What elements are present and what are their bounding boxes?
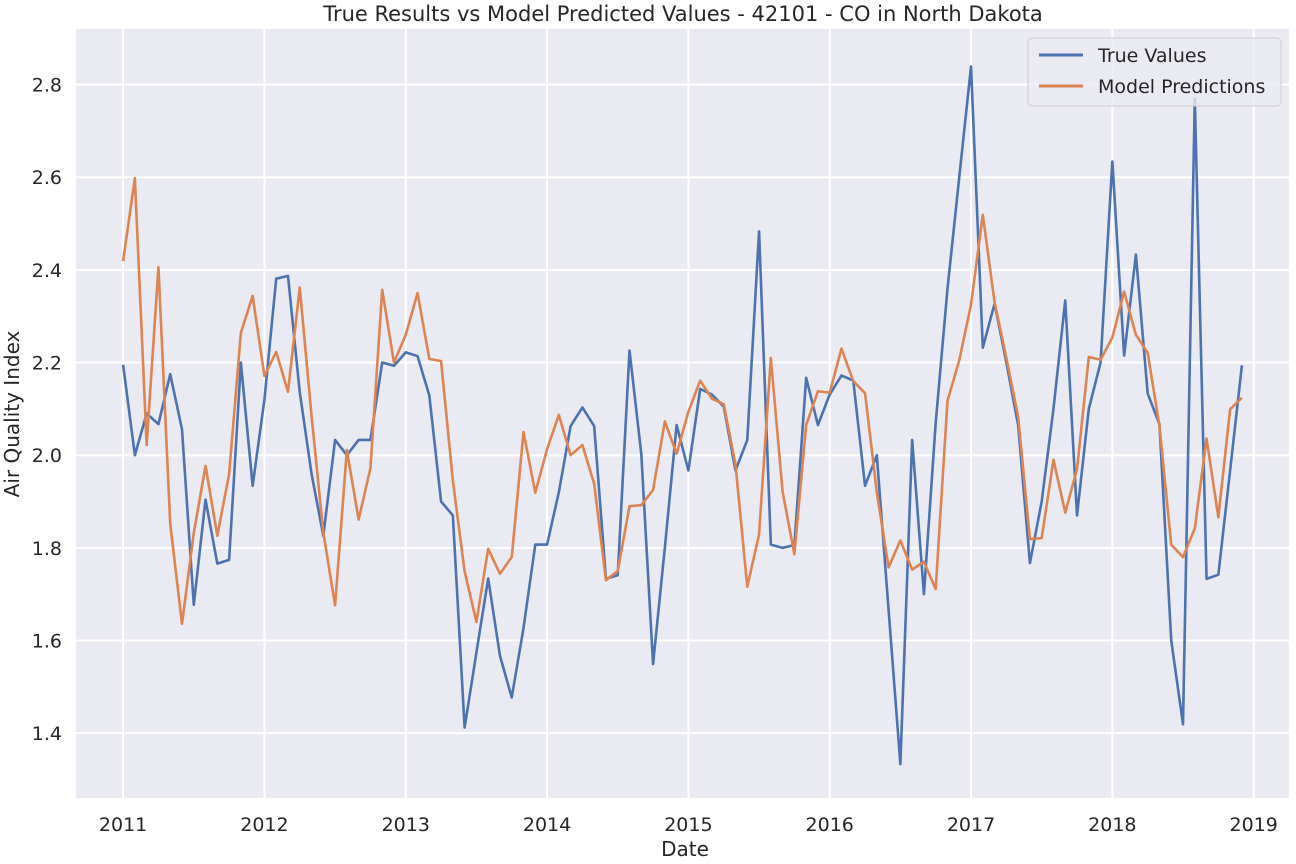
- legend: True Values Model Predictions: [1027, 37, 1282, 107]
- y-tick-label: 1.8: [32, 538, 62, 560]
- series-lines: [121, 65, 1244, 766]
- x-tick-label: 2017: [947, 814, 995, 836]
- x-tick-label: 2014: [523, 814, 571, 836]
- legend-label-pred: Model Predictions: [1098, 76, 1265, 98]
- x-tick-label: 2018: [1088, 814, 1136, 836]
- legend-label-true: True Values: [1097, 45, 1206, 67]
- x-tick-labels: 2011 2012 2013 2014 2015 2016 2017 2018 2019: [99, 814, 1278, 836]
- y-tick-label: 2.6: [32, 167, 62, 189]
- y-tick-label: 2.2: [32, 353, 62, 375]
- model-predictions-line: [121, 176, 1243, 626]
- y-tick-label: 2.0: [32, 445, 62, 467]
- x-axis-label: Date: [661, 837, 709, 861]
- x-tick-label: 2012: [240, 814, 288, 836]
- x-tick-label: 2011: [99, 814, 147, 836]
- y-axis-label: Air Quality Index: [0, 330, 24, 497]
- y-tick-label: 1.6: [32, 630, 62, 652]
- y-tick-label: 2.4: [32, 260, 62, 282]
- plot-background: [76, 29, 1289, 798]
- chart-title: True Results vs Model Predicted Values -…: [322, 2, 1043, 26]
- x-tick-label: 2019: [1229, 814, 1277, 836]
- x-tick-label: 2013: [382, 814, 430, 836]
- y-tick-label: 1.4: [32, 723, 62, 745]
- y-tick-label: 2.8: [32, 75, 62, 97]
- legend-box: [1027, 37, 1282, 107]
- x-tick-label: 2015: [664, 814, 712, 836]
- true-values-line: [121, 65, 1244, 766]
- y-tick-labels: 1.4 1.6 1.8 2.0 2.2 2.4 2.6 2.8: [32, 75, 62, 746]
- x-tick-label: 2016: [806, 814, 854, 836]
